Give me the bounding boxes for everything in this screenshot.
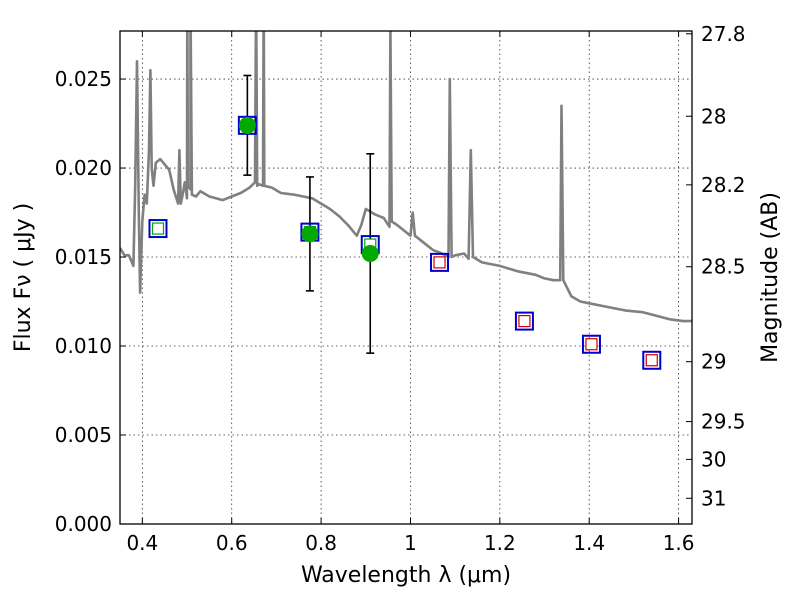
mag-tick-label-0: 27.8	[701, 22, 746, 46]
grid-lines	[120, 31, 692, 524]
mag-tick-label-6: 30	[701, 447, 726, 471]
mag-tick-label-7: 31	[701, 486, 726, 510]
model-flux-markers	[148, 115, 662, 370]
model-box-inner-4	[433, 256, 446, 269]
mag-tick-label-1: 28	[701, 104, 726, 128]
x-tick-label-6: 1.6	[663, 531, 695, 555]
y-tick-label-3: 0.015	[55, 245, 112, 269]
model-box-inner-0	[151, 222, 165, 235]
mag-tick-label-4: 29	[701, 350, 726, 374]
model-box-inner-5	[518, 315, 531, 328]
mag-tick-label-3: 28.5	[701, 255, 746, 279]
observed-point-1	[301, 225, 319, 243]
model-box-inner-7	[645, 354, 658, 367]
model-box-inner-6	[585, 338, 598, 351]
observed-point-0	[238, 116, 256, 134]
observed-flux-points	[238, 116, 379, 262]
mag-tick-label-2: 28.2	[701, 173, 746, 197]
x-tick-label-5: 1.4	[573, 531, 605, 555]
sed-model-line	[120, 31, 692, 323]
x-tick-label-0: 0.4	[126, 531, 158, 555]
y-tick-label-2: 0.010	[55, 334, 112, 358]
y-tick-label-4: 0.020	[55, 156, 112, 180]
y-tick-label-1: 0.005	[55, 423, 112, 447]
x-tick-label-4: 1.2	[484, 531, 516, 555]
y-tick-label-0: 0.000	[55, 512, 112, 536]
y-tick-label-5: 0.025	[55, 67, 112, 91]
x-tick-label-3: 1	[404, 531, 417, 555]
model-box-outer-0	[148, 219, 168, 239]
model-box-outer-7	[642, 350, 662, 370]
x-tick-label-1: 0.6	[216, 531, 248, 555]
model-box-outer-5	[514, 311, 534, 331]
axis-tick-labels: 0.4 0.6 0.8 1 1.2 1.4 1.6 0.000 0.005 0.010 0.015 0…	[55, 22, 746, 555]
y-axis-label-right: Magnitude (AB)	[758, 192, 783, 363]
model-box-outer-6	[581, 334, 601, 354]
sed-model-curve	[120, 31, 692, 323]
x-tick-label-2: 0.8	[305, 531, 337, 555]
plot-frame	[119, 30, 693, 525]
mag-tick-label-5: 29.5	[701, 410, 746, 434]
model-box-outer-4	[430, 252, 450, 272]
y-axis-label-left: Flux Fν ( μJy )	[11, 203, 36, 352]
x-axis-label: Wavelength λ (μm)	[301, 563, 511, 588]
observed-point-2	[361, 244, 379, 262]
axis-ticks	[120, 31, 692, 525]
